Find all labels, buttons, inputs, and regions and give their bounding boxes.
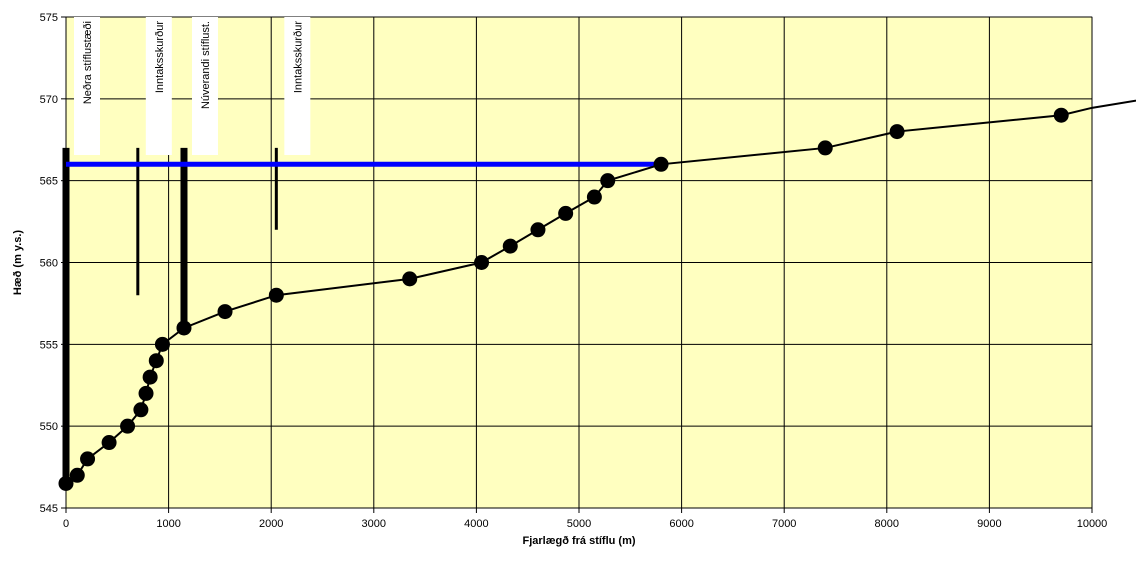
data-point: [176, 320, 192, 336]
y-axis-title: Hæð (m y.s.): [12, 230, 24, 296]
x-tick-label: 7000: [772, 518, 796, 530]
data-point: [138, 385, 154, 401]
data-point: [402, 271, 418, 287]
data-point: [1053, 107, 1069, 123]
data-point: [817, 140, 833, 156]
data-point: [142, 369, 158, 385]
x-tick-label: 5000: [567, 518, 591, 530]
y-tick-label: 550: [40, 421, 58, 433]
annotation-label: Inntaksskurður: [154, 21, 166, 93]
x-tick-label: 8000: [875, 518, 899, 530]
x-tick-label: 2000: [259, 518, 283, 530]
data-point: [148, 353, 164, 369]
data-point: [80, 451, 96, 467]
data-point: [653, 156, 669, 172]
data-point: [101, 435, 117, 451]
data-point: [217, 304, 233, 320]
y-axis-tick-labels: 545 550 555 560 565 570 575: [40, 12, 66, 515]
data-point: [558, 205, 574, 221]
data-point: [530, 222, 546, 238]
annotation-label-box: [191, 17, 218, 155]
data-point: [133, 402, 149, 418]
x-tick-label: 10000: [1077, 518, 1108, 530]
x-tick-label: 6000: [669, 518, 693, 530]
data-point: [69, 467, 85, 483]
data-point: [154, 336, 170, 352]
x-axis-tick-labels: 0 1000 2000 3000 4000 5000 6000 7000 8000 9000 100…: [63, 508, 1107, 530]
annotation-label-box: [284, 17, 311, 155]
y-tick-label: 575: [40, 12, 58, 24]
y-tick-label: 570: [40, 94, 58, 106]
annotation-label: Neðra stíflustæði: [82, 21, 94, 104]
y-tick-label: 555: [40, 339, 58, 351]
data-point: [268, 287, 284, 303]
data-point: [474, 255, 490, 270]
x-tick-label: 9000: [977, 518, 1001, 530]
annotation-label-box: [74, 17, 100, 155]
x-axis-title: Fjarlægð frá stíflu (m): [522, 535, 635, 547]
x-tick-label: 1000: [156, 518, 180, 530]
annotation-label-box: [145, 17, 172, 155]
x-tick-label: 4000: [464, 518, 488, 530]
data-points: [58, 107, 1069, 491]
data-point: [600, 173, 616, 189]
data-point: [889, 124, 905, 140]
data-point: [586, 189, 602, 205]
data-point: [120, 418, 136, 434]
annotation-lines: [62, 147, 278, 484]
y-tick-label: 560: [40, 258, 58, 270]
annotation-label: Inntaksskurður: [292, 21, 304, 93]
y-tick-label: 565: [40, 176, 58, 188]
annotation-label: Núverandi stíflust.: [200, 21, 212, 109]
x-tick-label: 0: [63, 518, 69, 530]
y-tick-label: 545: [40, 503, 58, 515]
x-tick-label: 3000: [362, 518, 386, 530]
data-point: [502, 238, 518, 254]
data-point: [58, 475, 74, 491]
annotation-labels: Neðra stíflustæði Inntaksskurður Núverandi…: [74, 17, 311, 155]
